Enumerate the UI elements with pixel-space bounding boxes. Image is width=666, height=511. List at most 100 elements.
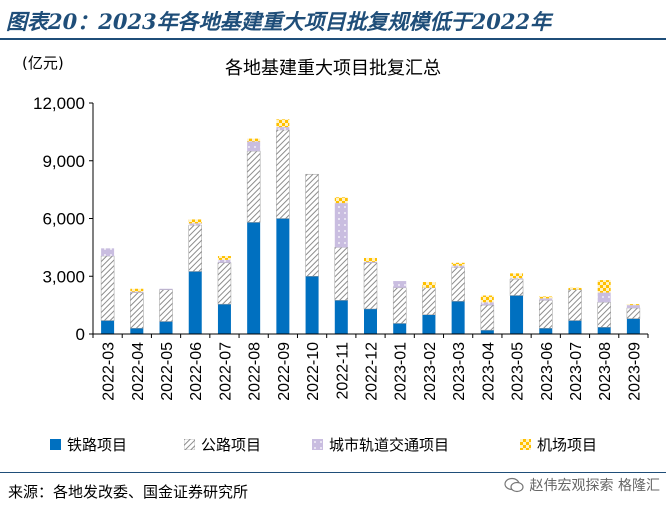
bar-segment-metro: [597, 292, 611, 303]
x-tick-label: 2023-02: [422, 342, 439, 401]
y-tick-label: 12,000: [33, 94, 85, 113]
bar-segment-metro: [510, 278, 524, 280]
bar-segment-highway: [539, 300, 553, 329]
bar-segment-railway: [480, 330, 494, 334]
legend-swatch-highway: [184, 439, 195, 450]
legend-item-highway: 公路项目: [184, 434, 261, 455]
x-tick-label: 2023-08: [597, 342, 614, 401]
x-tick-label: 2022-08: [247, 342, 264, 401]
x-tick-label: 2023-01: [393, 342, 410, 401]
bar-segment-railway: [568, 320, 582, 334]
bar-segment-airport: [276, 119, 290, 128]
bar-segment-metro: [480, 302, 494, 306]
bar-segment-airport: [247, 138, 261, 142]
bar-segment-railway: [539, 328, 553, 334]
bar-segment-airport: [364, 257, 377, 262]
x-tick-label: 2023-05: [510, 342, 527, 401]
y-tick-label: 0: [76, 325, 85, 344]
x-tick-label: 2022-11: [334, 342, 351, 400]
bar-segment-highway: [422, 287, 436, 315]
bar-segment-airport: [510, 273, 524, 279]
bar-segment-metro: [626, 305, 640, 309]
bar-segment-railway: [510, 295, 524, 334]
figure-title: 图表20：2023年各地基建重大项目批复规模低于2022年: [6, 9, 552, 34]
x-tick-label: 2022-10: [305, 342, 322, 401]
watermark: 赵伟宏观探索 格隆汇: [503, 475, 660, 495]
x-tick-label: 2022-05: [159, 342, 176, 401]
bar-segment-metro: [101, 248, 115, 257]
bar-segment-railway: [364, 308, 377, 334]
legend-label-metro: 城市轨道交通项目: [329, 436, 450, 454]
bar-segment-highway: [597, 301, 611, 328]
legend-label-railway: 铁路项目: [67, 436, 128, 454]
bar-segment-railway: [276, 218, 290, 334]
bar-segment-airport: [188, 219, 202, 224]
legend-item-railway: 铁路项目: [50, 434, 127, 455]
bar-segment-highway: [334, 247, 349, 301]
bar-segment-metro: [451, 265, 465, 268]
chart-title: 各地基建重大项目批复汇总: [225, 58, 441, 79]
legend-swatch-airport: [520, 439, 531, 450]
bar-segment-railway: [422, 314, 436, 334]
bar-segment-railway: [188, 271, 202, 334]
bar-segment-railway: [597, 327, 611, 334]
legend-item-airport: 机场项目: [520, 434, 597, 455]
bar-segment-airport: [626, 304, 640, 306]
y-tick-label: 6,000: [42, 210, 85, 229]
bar-segment-metro: [276, 127, 290, 130]
x-tick-label: 2023-04: [480, 342, 497, 401]
bar-segment-highway: [130, 292, 144, 329]
figure-header: 图表20：2023年各地基建重大项目批复规模低于2022年: [0, 0, 666, 40]
bar-segment-railway: [217, 304, 231, 334]
x-tick-label: 2023-03: [451, 342, 468, 401]
source-note: 来源：各地发改委、国金证券研究所: [8, 483, 249, 501]
bar-segment-railway: [626, 318, 640, 334]
x-tick-label: 2022-04: [130, 342, 147, 401]
chart-legend: 铁路项目 公路项目 城市轨道交通项目 机场项目: [50, 434, 650, 458]
x-tick-label: 2022-07: [217, 342, 234, 401]
bar-segment-metro: [188, 223, 202, 226]
watermark-text: 赵伟宏观探索 格隆汇: [529, 478, 660, 494]
bar-segment-metro: [364, 261, 377, 263]
x-tick-label: 2022-03: [101, 342, 118, 401]
bar-segment-airport: [334, 197, 348, 204]
bar-segment-railway: [130, 328, 144, 334]
bar-segment-metro: [159, 288, 173, 290]
x-tick-label: 2022-12: [364, 342, 381, 401]
bar-segment-highway: [568, 289, 582, 321]
bar-segment-highway: [363, 262, 378, 310]
header-rule: [0, 38, 666, 40]
x-tick-label: 2023-06: [539, 342, 556, 401]
legend-swatch-metro: [312, 439, 323, 450]
y-tick-label: 3,000: [42, 267, 85, 286]
legend-label-highway: 公路项目: [201, 436, 262, 454]
bar-segment-highway: [246, 150, 261, 223]
bar-segment-railway: [305, 276, 319, 334]
bar-segment-railway: [334, 300, 348, 334]
footer-rule: [0, 472, 666, 473]
bar-segment-highway: [217, 262, 232, 305]
bar-segment-airport: [480, 295, 494, 303]
bar-segment-airport: [130, 288, 144, 292]
bar-segment-highway: [305, 173, 319, 277]
bar-segment-metro: [247, 141, 261, 152]
bar-segment-metro: [393, 281, 407, 288]
legend-item-metro: 城市轨道交通项目: [312, 434, 449, 455]
y-tick-label: 9,000: [42, 152, 85, 171]
legend-label-airport: 机场项目: [537, 436, 598, 454]
bar-segment-railway: [451, 301, 465, 334]
bar-segment-railway: [101, 320, 115, 334]
bar-segment-railway: [393, 323, 407, 334]
wechat-icon: [503, 477, 524, 493]
bar-segment-highway: [100, 255, 115, 321]
bar-segment-metro: [334, 203, 348, 248]
bar-segment-airport: [422, 282, 436, 288]
bar-segment-railway: [247, 222, 261, 334]
bar-segment-railway: [159, 321, 173, 334]
bar-segment-highway: [159, 289, 173, 322]
bar-segment-highway: [626, 307, 641, 319]
bar-segment-airport: [597, 280, 611, 293]
bar-segment-highway: [480, 304, 495, 331]
bar-segment-highway: [451, 267, 465, 302]
legend-swatch-railway: [50, 439, 61, 450]
